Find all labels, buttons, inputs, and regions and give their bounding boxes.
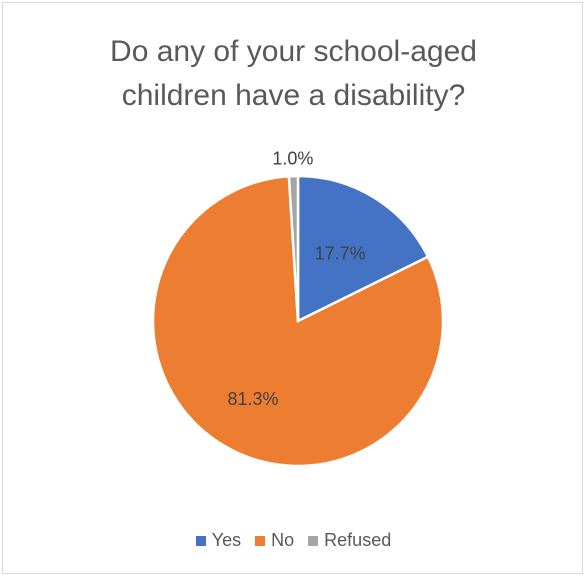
legend-swatch-no bbox=[255, 535, 266, 546]
pie-slice-no[interactable] bbox=[151, 174, 445, 468]
chart-title-line-2: children have a disability? bbox=[121, 79, 466, 112]
legend-item-yes[interactable]: Yes bbox=[195, 530, 242, 551]
legend-swatch-yes bbox=[195, 535, 206, 546]
legend-label-refused: Refused bbox=[324, 530, 392, 550]
legend-label-no: No bbox=[271, 530, 295, 550]
legend-swatch-refused bbox=[308, 535, 319, 546]
legend-label-yes: Yes bbox=[211, 530, 242, 550]
data-label-yes: 17.7% bbox=[315, 243, 366, 263]
pie-slice-yes[interactable] bbox=[296, 174, 430, 324]
chart-title: Do any of your school-aged children have… bbox=[0, 30, 587, 118]
pie-slice-refused[interactable] bbox=[287, 174, 300, 322]
legend: Yes No Refused bbox=[0, 530, 587, 551]
legend-item-no[interactable]: No bbox=[255, 530, 294, 551]
chart-title-line-1: Do any of your school-aged bbox=[110, 35, 477, 68]
data-label-no: 81.3% bbox=[227, 389, 278, 409]
data-label-refused: 1.0% bbox=[272, 149, 313, 169]
legend-item-refused[interactable]: Refused bbox=[308, 530, 391, 551]
